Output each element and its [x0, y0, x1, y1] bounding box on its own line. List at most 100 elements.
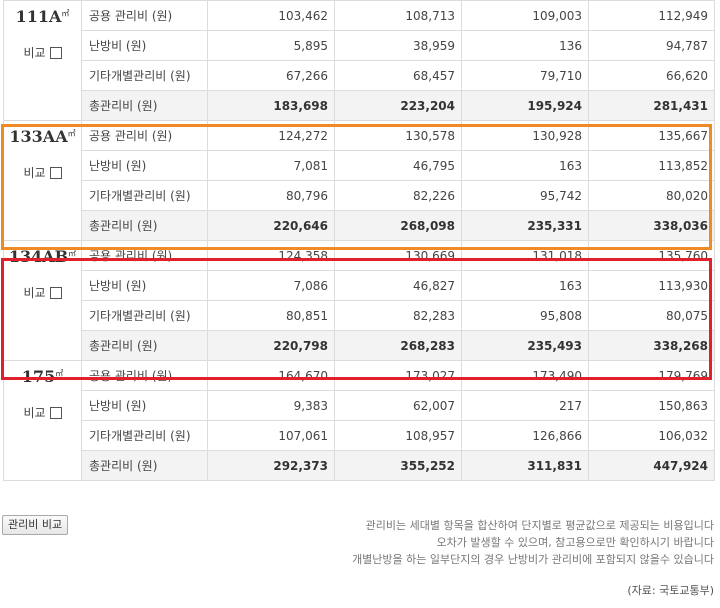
fee-value-cell: 80,020: [588, 180, 715, 211]
compare-label: 비교: [23, 166, 46, 180]
fee-value-cell: 67,266: [207, 60, 335, 91]
fee-value-cell: 46,827: [334, 270, 462, 301]
compare-toggle[interactable]: 비교: [23, 284, 62, 301]
fee-value-cell: 220,798: [207, 330, 335, 361]
fee-value-cell: 268,283: [334, 330, 462, 361]
compare-checkbox[interactable]: [49, 46, 62, 59]
compare-checkbox[interactable]: [49, 406, 62, 419]
fee-value-cell: 95,808: [461, 300, 589, 331]
disclaimer-notes: 관리비는 세대별 항목을 합산하여 단지별로 평균값으로 제공되는 비용입니다 …: [352, 517, 714, 568]
total-row: 총관리비 (원) 183,698 223,204 195,924 281,431: [4, 90, 715, 121]
fee-value-cell: 183,698: [207, 90, 335, 121]
fee-value-cell: 68,457: [334, 60, 462, 91]
table-row: 난방비 (원) 5,895 38,959 136 94,787: [4, 30, 715, 61]
compare-toggle[interactable]: 비교: [23, 44, 62, 61]
note-line: 오차가 발생할 수 있으며, 참고용으로만 확인하시기 바랍니다: [436, 536, 714, 549]
fee-value-cell: 338,268: [588, 330, 715, 361]
table-row: 난방비 (원) 7,081 46,795 163 113,852: [4, 150, 715, 181]
fee-value-cell: 235,331: [461, 210, 589, 241]
compare-checkbox[interactable]: [49, 286, 62, 299]
unit-type-name: 133AA㎡: [4, 127, 81, 146]
table-row: 난방비 (원) 7,086 46,827 163 113,930: [4, 270, 715, 301]
fee-value-cell: 292,373: [207, 450, 335, 481]
compare-label: 비교: [23, 286, 46, 300]
table-row: 175㎡ 비교 공용 관리비 (원) 164,670 173,027 173,490 179…: [3, 360, 715, 481]
fee-value-cell: 131,018: [461, 240, 589, 271]
fee-value-cell: 108,713: [334, 0, 462, 31]
table-row: 기타개별관리비 (원) 107,061 108,957 126,866 106,032: [4, 420, 715, 451]
fee-value-cell: 124,272: [207, 120, 335, 151]
fee-value-cell: 217: [461, 390, 589, 421]
fee-value-cell: 135,760: [588, 240, 715, 271]
fee-value-cell: 103,462: [207, 0, 335, 31]
fee-value-cell: 46,795: [334, 150, 462, 181]
fee-table-body: 111A㎡ 비교 공용 관리비 (원) 103,462 108,713 109,003 11…: [3, 0, 715, 481]
data-source: (자료: 국토교통부): [627, 584, 714, 597]
table-row: 기타개별관리비 (원) 67,266 68,457 79,710 66,620: [4, 60, 715, 91]
compare-checkbox[interactable]: [49, 166, 62, 179]
unit-type-label: 111A: [15, 7, 62, 26]
fee-value-cell: 62,007: [334, 390, 462, 421]
compare-label: 비교: [23, 406, 46, 420]
fee-table-container: 111A㎡ 비교 공용 관리비 (원) 103,462 108,713 109,003 11…: [3, 0, 715, 481]
fee-category-label: 기타개별관리비 (원): [81, 180, 208, 211]
fee-category-label: 난방비 (원): [81, 150, 208, 181]
fee-value-cell: 173,027: [334, 360, 462, 391]
fee-value-cell: 80,075: [588, 300, 715, 331]
fee-value-cell: 163: [461, 270, 589, 301]
fee-value-cell: 126,866: [461, 420, 589, 451]
table-row: 133AA㎡ 비교 공용 관리비 (원) 124,272 130,578 130,928 1…: [3, 120, 715, 241]
fee-category-label: 기타개별관리비 (원): [81, 300, 208, 331]
fee-value-cell: 150,863: [588, 390, 715, 421]
unit-type-cell: 134AB㎡ 비교: [3, 240, 82, 361]
fee-category-label: 기타개별관리비 (원): [81, 60, 208, 91]
note-line: 관리비는 세대별 항목을 합산하여 단지별로 평균값으로 제공되는 비용입니다: [365, 519, 714, 532]
table-row: 134AB㎡ 비교 공용 관리비 (원) 124,358 130,669 131,018 1…: [3, 240, 715, 361]
fee-value-cell: 164,670: [207, 360, 335, 391]
fee-value-cell: 79,710: [461, 60, 589, 91]
fee-category-label: 총관리비 (원): [81, 210, 208, 241]
fee-value-cell: 80,796: [207, 180, 335, 211]
fee-value-cell: 7,081: [207, 150, 335, 181]
compare-toggle[interactable]: 비교: [23, 164, 62, 181]
compare-toggle[interactable]: 비교: [23, 404, 62, 421]
table-row: 난방비 (원) 9,383 62,007 217 150,863: [4, 390, 715, 421]
fee-category-label: 난방비 (원): [81, 30, 208, 61]
fee-value-cell: 108,957: [334, 420, 462, 451]
unit-type-name: 175㎡: [4, 367, 81, 386]
note-line: 개별난방을 하는 일부단지의 경우 난방비가 관리비에 포함되지 않을수 있습니…: [352, 553, 714, 566]
compare-fees-button[interactable]: 관리비 비교: [2, 515, 69, 535]
fee-value-cell: 124,358: [207, 240, 335, 271]
fee-value-cell: 7,086: [207, 270, 335, 301]
fee-value-cell: 112,949: [588, 0, 715, 31]
fee-value-cell: 130,928: [461, 120, 589, 151]
unit-type-cell: 175㎡ 비교: [3, 360, 82, 481]
fee-value-cell: 136: [461, 30, 589, 61]
unit-area-symbol: ㎡: [68, 249, 77, 258]
fee-value-cell: 5,895: [207, 30, 335, 61]
total-row: 총관리비 (원) 220,798 268,283 235,493 338,268: [4, 330, 715, 361]
unit-type-label: 134AB: [8, 247, 69, 266]
fee-value-cell: 38,959: [334, 30, 462, 61]
unit-area-symbol: ㎡: [55, 369, 64, 378]
fee-value-cell: 113,852: [588, 150, 715, 181]
fee-value-cell: 107,061: [207, 420, 335, 451]
fee-value-cell: 66,620: [588, 60, 715, 91]
fee-value-cell: 268,098: [334, 210, 462, 241]
fee-category-label: 공용 관리비 (원): [81, 240, 208, 271]
fee-value-cell: 94,787: [588, 30, 715, 61]
fee-value-cell: 235,493: [461, 330, 589, 361]
fee-value-cell: 106,032: [588, 420, 715, 451]
fee-value-cell: 130,578: [334, 120, 462, 151]
fee-value-cell: 447,924: [588, 450, 715, 481]
unit-type-label: 175: [21, 367, 56, 386]
fee-value-cell: 311,831: [461, 450, 589, 481]
unit-type-name: 111A㎡: [4, 7, 81, 26]
fee-value-cell: 195,924: [461, 90, 589, 121]
fee-value-cell: 80,851: [207, 300, 335, 331]
fee-value-cell: 355,252: [334, 450, 462, 481]
fee-value-cell: 82,283: [334, 300, 462, 331]
fee-category-label: 총관리비 (원): [81, 450, 208, 481]
fee-category-label: 공용 관리비 (원): [81, 0, 208, 31]
unit-type-label: 133AA: [9, 127, 68, 146]
